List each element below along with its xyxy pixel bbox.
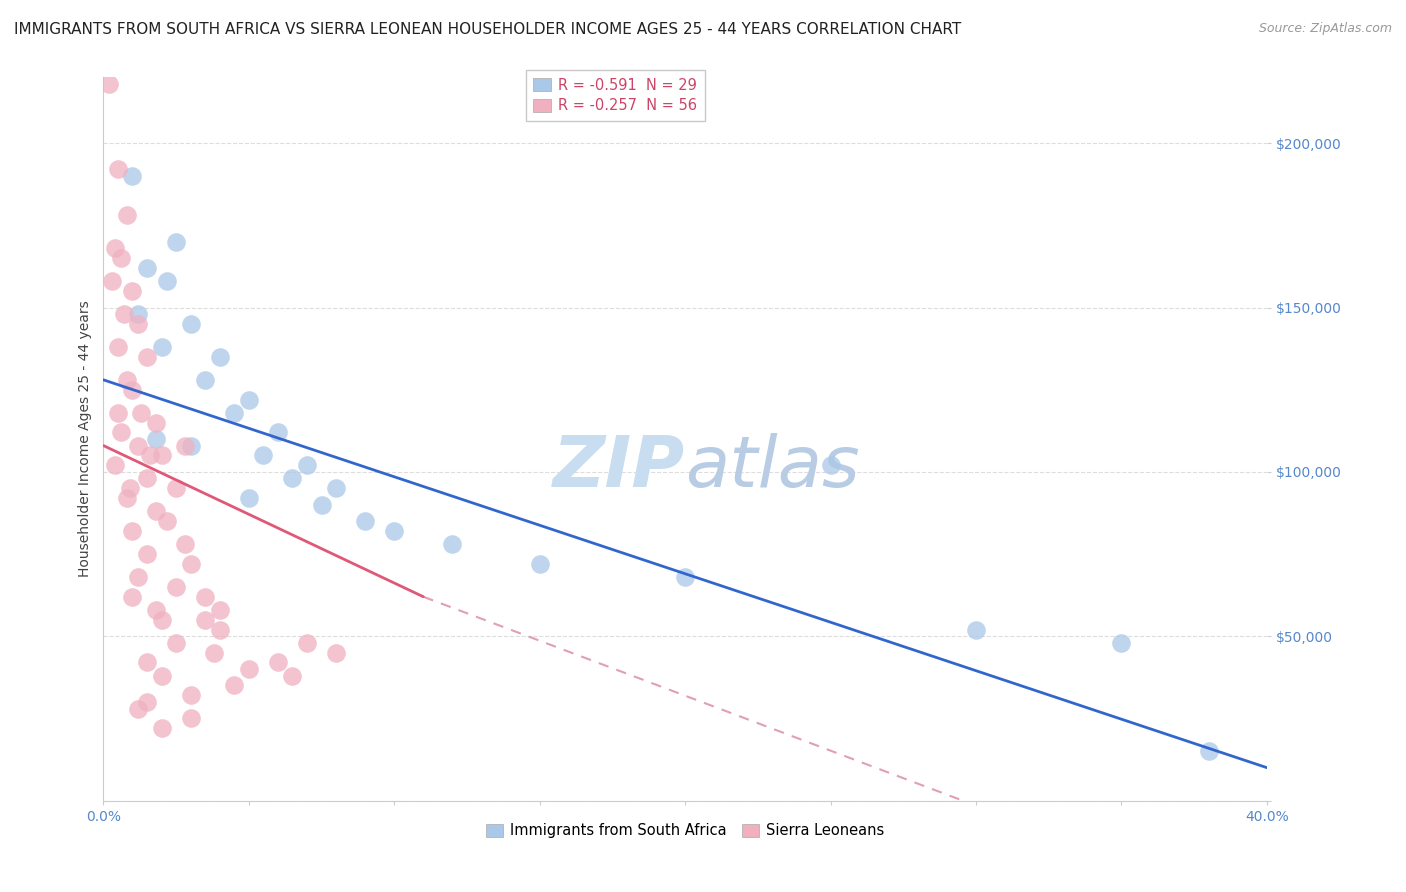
- Point: [115, 491, 138, 505]
- Point: [156, 514, 179, 528]
- Point: [673, 570, 696, 584]
- Point: [281, 668, 304, 682]
- Point: [121, 590, 143, 604]
- Point: [180, 711, 202, 725]
- Point: [115, 209, 138, 223]
- Point: [267, 425, 290, 440]
- Point: [354, 514, 377, 528]
- Point: [107, 162, 129, 177]
- Y-axis label: Householder Income Ages 25 - 44 years: Householder Income Ages 25 - 44 years: [79, 301, 93, 577]
- Point: [173, 537, 195, 551]
- Point: [104, 241, 127, 255]
- Point: [136, 547, 159, 561]
- Point: [104, 458, 127, 473]
- Point: [156, 274, 179, 288]
- Point: [145, 416, 167, 430]
- Point: [98, 77, 121, 91]
- Point: [173, 439, 195, 453]
- Text: IMMIGRANTS FROM SOUTH AFRICA VS SIERRA LEONEAN HOUSEHOLDER INCOME AGES 25 - 44 Y: IMMIGRANTS FROM SOUTH AFRICA VS SIERRA L…: [14, 22, 962, 37]
- Point: [139, 449, 162, 463]
- Point: [136, 350, 159, 364]
- Point: [194, 613, 217, 627]
- Point: [121, 169, 143, 183]
- Point: [136, 471, 159, 485]
- Point: [145, 432, 167, 446]
- Point: [150, 340, 173, 354]
- Point: [180, 689, 202, 703]
- Point: [118, 481, 141, 495]
- Point: [382, 524, 405, 538]
- Point: [101, 274, 124, 288]
- Point: [224, 678, 246, 692]
- Point: [194, 373, 217, 387]
- Point: [180, 439, 202, 453]
- Point: [136, 656, 159, 670]
- Point: [165, 580, 187, 594]
- Point: [150, 613, 173, 627]
- Point: [252, 449, 274, 463]
- Point: [180, 317, 202, 331]
- Point: [295, 458, 318, 473]
- Point: [150, 721, 173, 735]
- Point: [127, 439, 149, 453]
- Point: [224, 406, 246, 420]
- Point: [127, 307, 149, 321]
- Point: [194, 590, 217, 604]
- Point: [311, 498, 333, 512]
- Point: [1198, 744, 1220, 758]
- Point: [238, 392, 260, 407]
- Point: [129, 406, 152, 420]
- Point: [107, 406, 129, 420]
- Text: Source: ZipAtlas.com: Source: ZipAtlas.com: [1258, 22, 1392, 36]
- Point: [165, 636, 187, 650]
- Point: [110, 251, 132, 265]
- Legend: Immigrants from South Africa, Sierra Leoneans: Immigrants from South Africa, Sierra Leo…: [479, 817, 890, 844]
- Point: [529, 557, 551, 571]
- Point: [112, 307, 135, 321]
- Point: [127, 570, 149, 584]
- Point: [150, 668, 173, 682]
- Point: [145, 504, 167, 518]
- Point: [110, 425, 132, 440]
- Point: [121, 524, 143, 538]
- Point: [107, 340, 129, 354]
- Point: [202, 646, 225, 660]
- Point: [180, 557, 202, 571]
- Point: [121, 284, 143, 298]
- Point: [238, 491, 260, 505]
- Point: [115, 373, 138, 387]
- Point: [208, 603, 231, 617]
- Point: [325, 481, 347, 495]
- Point: [325, 646, 347, 660]
- Point: [136, 261, 159, 276]
- Point: [267, 656, 290, 670]
- Text: ZIP: ZIP: [553, 434, 685, 502]
- Point: [820, 458, 842, 473]
- Point: [238, 662, 260, 676]
- Point: [150, 449, 173, 463]
- Text: atlas: atlas: [685, 434, 859, 502]
- Point: [208, 350, 231, 364]
- Point: [127, 317, 149, 331]
- Point: [281, 471, 304, 485]
- Point: [145, 603, 167, 617]
- Point: [441, 537, 464, 551]
- Point: [1111, 636, 1133, 650]
- Point: [165, 235, 187, 249]
- Point: [208, 623, 231, 637]
- Point: [136, 695, 159, 709]
- Point: [295, 636, 318, 650]
- Point: [121, 383, 143, 397]
- Point: [127, 701, 149, 715]
- Point: [965, 623, 987, 637]
- Point: [165, 481, 187, 495]
